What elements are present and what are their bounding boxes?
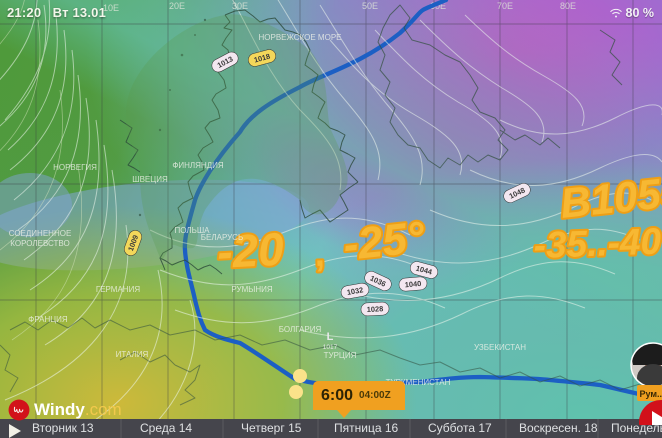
svg-text:1028: 1028 [367, 304, 384, 314]
svg-text:БОЛГАРИЯ: БОЛГАРИЯ [279, 325, 322, 334]
svg-text:-35..-40°: -35..-40° [533, 220, 662, 266]
svg-text:ИТАЛИЯ: ИТАЛИЯ [116, 350, 149, 359]
svg-text:80E: 80E [560, 1, 576, 11]
svg-text:-20: -20 [216, 223, 286, 278]
svg-text:Рум...: Рум... [639, 389, 662, 399]
svg-text:СОЕДИНЕННОЕ: СОЕДИНЕННОЕ [9, 229, 72, 238]
svg-text:НОРВЕЖСКОЕ МОРЕ: НОРВЕЖСКОЕ МОРЕ [259, 33, 342, 42]
svg-text:ТУРЦИЯ: ТУРЦИЯ [324, 351, 357, 360]
svg-text:-25°: -25° [341, 213, 427, 270]
svg-text:70E: 70E [497, 1, 513, 11]
svg-text:РУМЫНИЯ: РУМЫНИЯ [231, 285, 273, 294]
svg-text:20E: 20E [169, 1, 185, 11]
svg-text:ШВЕЦИЯ: ШВЕЦИЯ [132, 175, 168, 184]
svg-text:1040: 1040 [404, 279, 421, 289]
svg-text:ФРАНЦИЯ: ФРАНЦИЯ [28, 315, 68, 324]
svg-text:,: , [314, 233, 325, 274]
svg-text:L: L [327, 331, 334, 343]
svg-text:КОРОЛЕВСТВО: КОРОЛЕВСТВО [10, 239, 69, 248]
svg-text:1017: 1017 [323, 344, 338, 351]
svg-text:ФИНЛЯНДИЯ: ФИНЛЯНДИЯ [172, 161, 224, 170]
svg-text:УЗБЕКИСТАН: УЗБЕКИСТАН [474, 343, 526, 352]
svg-text:ГЕРМАНИЯ: ГЕРМАНИЯ [96, 285, 140, 294]
svg-text:НОРВЕГИЯ: НОРВЕГИЯ [53, 163, 97, 172]
svg-text:БЕЛАРУСЬ: БЕЛАРУСЬ [201, 233, 243, 242]
svg-text:50E: 50E [362, 1, 378, 11]
